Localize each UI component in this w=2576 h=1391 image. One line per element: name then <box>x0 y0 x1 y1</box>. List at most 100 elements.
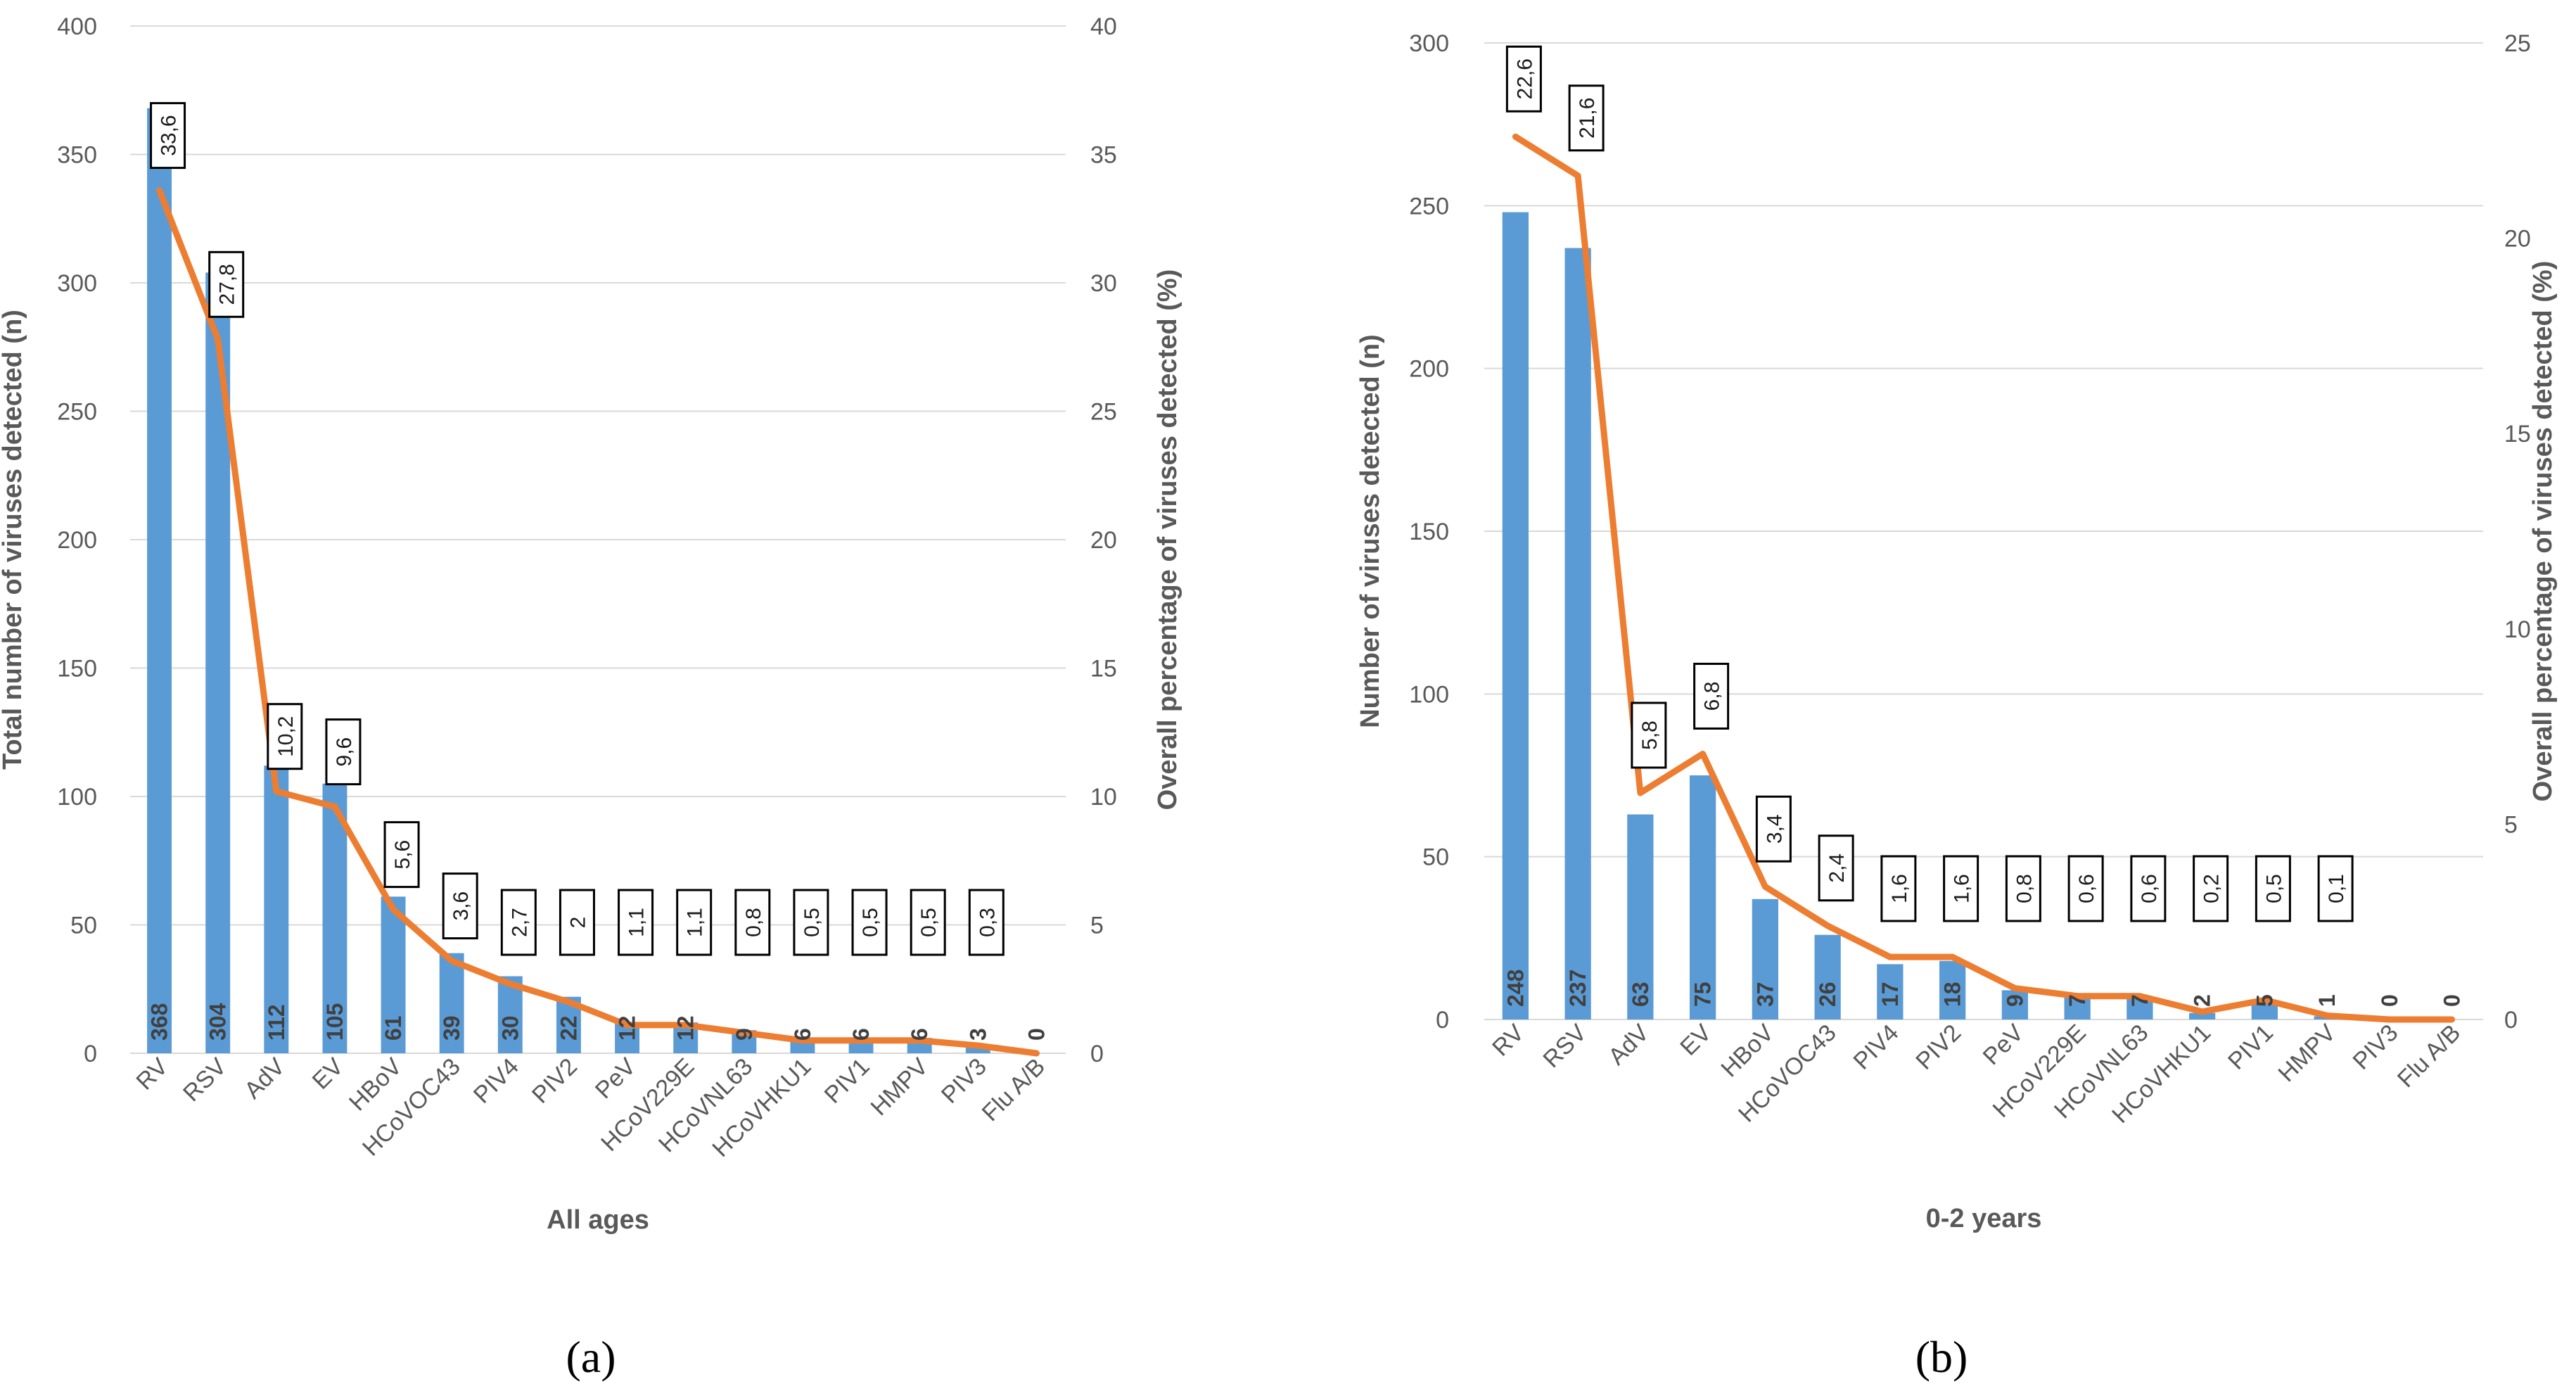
panel-label-a: (a) <box>566 1332 616 1382</box>
percentage-label-box <box>2130 855 2167 922</box>
bar-value-label: 18 <box>1940 982 1965 1007</box>
percentage-label: 2,7 <box>508 908 531 937</box>
category-label: RSV <box>1538 1020 1592 1074</box>
bar <box>264 766 289 1053</box>
bar <box>2001 990 2029 1020</box>
bar-value-label: 9 <box>732 1028 757 1041</box>
percentage-line <box>156 187 1040 1057</box>
bar-value-label: 3 <box>965 1028 990 1041</box>
percentage-label: 3,6 <box>449 891 473 921</box>
y2-axis-title: Overall percentage of viruses detected (… <box>1153 269 1182 811</box>
percentage-label: 0,2 <box>2200 874 2224 903</box>
bar-value-label: 6 <box>848 1028 874 1041</box>
bar <box>965 1046 990 1053</box>
y2-tick-label: 5 <box>1090 913 1104 939</box>
category-label: PIV4 <box>1849 1020 1904 1075</box>
y-axis-title: Total number of viruses detected (n) <box>0 310 27 770</box>
bar <box>2251 1003 2278 1020</box>
percentage-label: 1,6 <box>1888 874 1911 903</box>
bar-value-label: 9 <box>2002 994 2027 1007</box>
percentage-label-box <box>442 872 478 940</box>
category-label: AdV <box>239 1053 291 1105</box>
percentage-label-box <box>1631 701 1667 769</box>
bar-value-label: 105 <box>322 1003 347 1041</box>
percentage-label-box <box>267 703 303 770</box>
percentage-label-box <box>2005 855 2041 922</box>
percentage-line <box>1512 133 2456 1023</box>
percentage-label-box <box>851 889 888 956</box>
category-label: PIV2 <box>1911 1020 1966 1075</box>
bar-value-label: 7 <box>2127 994 2153 1007</box>
category-label: Flu A/B <box>2392 1020 2466 1093</box>
category-label: AdV <box>1603 1020 1654 1071</box>
percentage-label: 2,4 <box>1825 853 1849 883</box>
y2-tick-label: 10 <box>1090 784 1117 811</box>
percentage-label: 1,1 <box>684 908 707 937</box>
y-tick-label: 0 <box>1436 1007 1449 1034</box>
y2-tick-label: 5 <box>2504 811 2518 838</box>
category-label: PIV1 <box>2223 1020 2278 1075</box>
percentage-label-box <box>968 889 1005 956</box>
bar-value-label: 112 <box>264 1004 289 1041</box>
percentage-label: 9,6 <box>333 737 356 767</box>
percentage-label: 10,2 <box>274 716 298 757</box>
bar-value-label: 5 <box>2252 994 2277 1007</box>
percentage-label-box <box>676 889 713 956</box>
bar-value-label: 17 <box>1877 982 1903 1007</box>
percentage-label: 6,8 <box>1701 682 1724 711</box>
bar <box>1814 934 1841 1020</box>
category-label: EV <box>307 1053 349 1095</box>
bar-value-label: 22 <box>556 1015 581 1041</box>
percentage-label: 1,1 <box>625 908 649 937</box>
bar-value-label: 75 <box>1690 982 1716 1007</box>
percentage-label-box <box>500 889 537 956</box>
x-axis-title: 0-2 years <box>1926 1204 2042 1233</box>
category-label: RV <box>131 1053 173 1095</box>
bar-value-label: 0 <box>2377 994 2402 1007</box>
percentage-label-box <box>1818 834 1854 902</box>
percentage-label: 5,6 <box>391 840 414 870</box>
bar-value-label: 37 <box>1752 982 1778 1007</box>
percentage-label: 0,8 <box>742 908 765 937</box>
y2-tick-label: 35 <box>1090 142 1117 169</box>
chart-b: 248 237 63 75 37 26 17 18 9 7 7 2 5 1 0 022,621,65,86,8… <box>1356 30 2558 1382</box>
category-label: PIV4 <box>468 1053 524 1109</box>
percentage-label: 0,5 <box>917 908 941 937</box>
y2-tick-label: 25 <box>1090 399 1117 426</box>
bar-value-label: 63 <box>1628 982 1653 1007</box>
percentage-label-box <box>910 889 946 956</box>
percentage-label: 0,5 <box>859 908 882 937</box>
bar <box>1877 964 1904 1020</box>
percentage-label: 0,3 <box>976 908 999 937</box>
y2-tick-label: 15 <box>2504 421 2531 447</box>
bar-value-label: 0 <box>2440 994 2465 1007</box>
percentage-label-box <box>1755 795 1792 863</box>
bar-value-label: 368 <box>147 1003 172 1041</box>
category-label: RSV <box>178 1053 232 1107</box>
x-axis-title: All ages <box>547 1205 649 1235</box>
percentage-label-box <box>559 889 595 956</box>
percentage-label-box <box>793 889 829 956</box>
y2-tick-label: 15 <box>1090 656 1117 682</box>
percentage-label: 3,4 <box>1763 814 1786 844</box>
bar-value-label: 6 <box>907 1028 932 1041</box>
y2-tick-label: 20 <box>2504 226 2531 253</box>
bar-value-label: 39 <box>439 1015 464 1041</box>
y-tick-label: 0 <box>84 1041 97 1067</box>
y-tick-label: 100 <box>57 784 97 811</box>
y-tick-label: 350 <box>57 142 97 169</box>
y-tick-label: 200 <box>57 527 97 554</box>
y-tick-label: 50 <box>70 913 97 939</box>
y2-axis-title: Overall percentage of viruses detected (… <box>2528 261 2558 802</box>
y-tick-label: 300 <box>1409 30 1449 57</box>
bar-value-label: 237 <box>1565 970 1590 1007</box>
percentage-label-box <box>1693 662 1730 730</box>
y2-tick-label: 25 <box>2504 30 2531 57</box>
percentage-label-box <box>2255 855 2291 922</box>
y-tick-label: 250 <box>1409 193 1449 220</box>
category-label: Flu A/B <box>977 1053 1050 1126</box>
percentage-label: 22,6 <box>1513 58 1536 99</box>
bar-value-label: 12 <box>615 1015 640 1041</box>
category-label: HMPV <box>866 1053 934 1122</box>
percentage-label: 1,6 <box>1951 874 1974 903</box>
